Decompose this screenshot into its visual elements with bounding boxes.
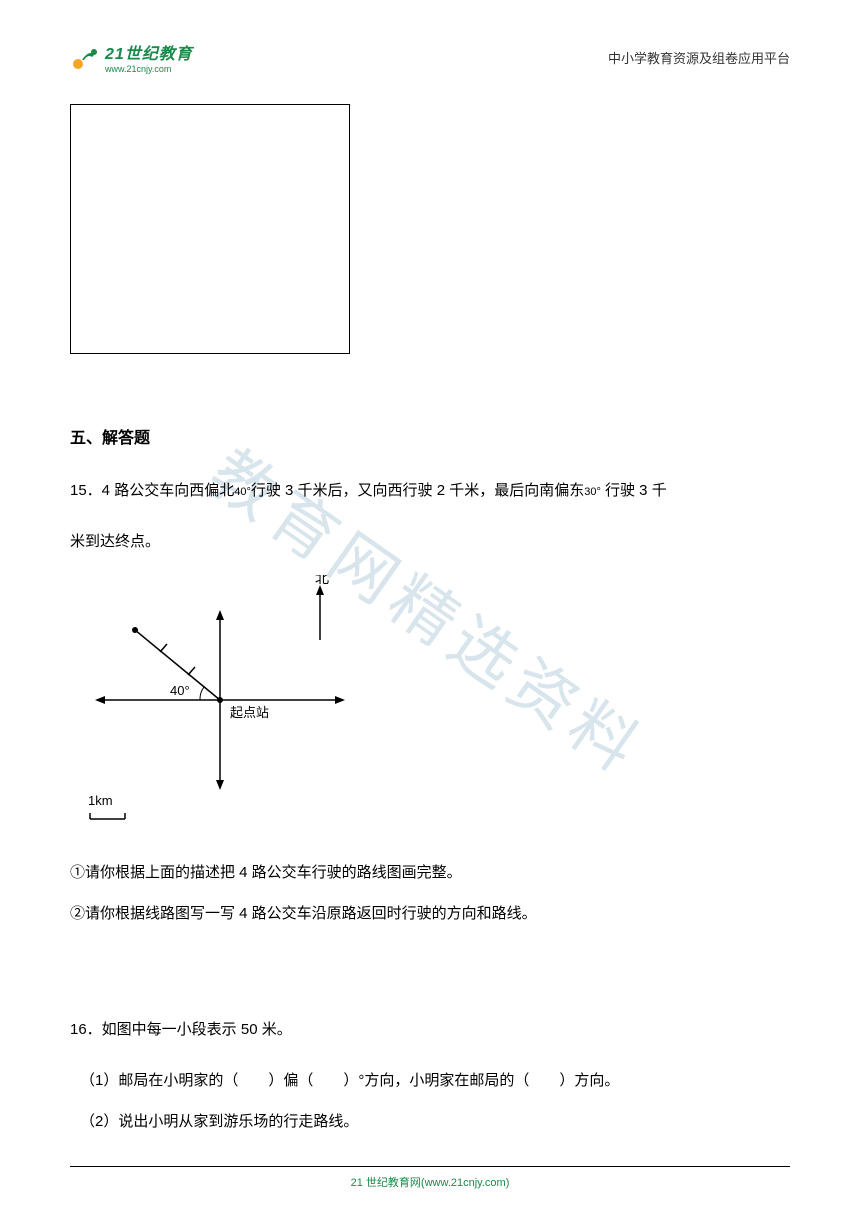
question-16: 16．如图中每一小段表示 50 米。 [70,1012,790,1048]
q15-angle1: 40° [234,486,251,498]
page-footer: 21 世纪教育网(www.21cnjy.com) [70,1166,790,1191]
logo-icon [70,42,100,72]
diagram-q15: 北 40° [70,575,370,835]
content-wrapper: 21世纪教育 www.21cnjy.com 中小学教育资源及组卷应用平台 五、解… [70,40,790,1140]
question-15-line2: 米到达终点。 [70,524,790,560]
logo-text-group: 21世纪教育 www.21cnjy.com [105,40,193,74]
header-subtitle: 中小学教育资源及组卷应用平台 [608,48,790,67]
north-label: 北 [315,575,329,586]
logo: 21世纪教育 www.21cnjy.com [70,40,193,74]
q15-sub2: ②请你根据线路图写一写 4 路公交车沿原路返回时行驶的方向和路线。 [70,896,790,932]
page-header: 21世纪教育 www.21cnjy.com 中小学教育资源及组卷应用平台 [70,40,790,74]
question-15: 15．4 路公交车向西偏北40°行驶 3 千米后，又向西行驶 2 千米，最后向南… [70,473,790,509]
q15-sub1: ①请你根据上面的描述把 4 路公交车行驶的路线图画完整。 [70,855,790,891]
footer-text: 21 世纪教育网(www.21cnjy.com) [351,1177,510,1189]
q16-sub1: （1）邮局在小明家的（ ）偏（ ）°方向，小明家在邮局的（ ）方向。 [70,1063,790,1099]
q15-text2: 行驶 3 千米后，又向西行驶 2 千米，最后向南偏东 [251,482,584,499]
svg-text:40°: 40° [170,683,190,698]
logo-title: 21世纪教育 [105,40,193,64]
q16-sub2: （2）说出小明从家到游乐场的行走路线。 [70,1104,790,1140]
section-5-title: 五、解答题 [70,424,790,448]
q15-text1: 15．4 路公交车向西偏北 [70,482,234,499]
q15-text3: 行驶 3 千 [601,482,667,499]
logo-url: www.21cnjy.com [105,64,193,74]
q15-angle2: 30° [584,486,601,498]
svg-text:1km: 1km [88,793,113,808]
empty-answer-box [70,104,350,354]
svg-text:起点站: 起点站 [230,705,269,720]
